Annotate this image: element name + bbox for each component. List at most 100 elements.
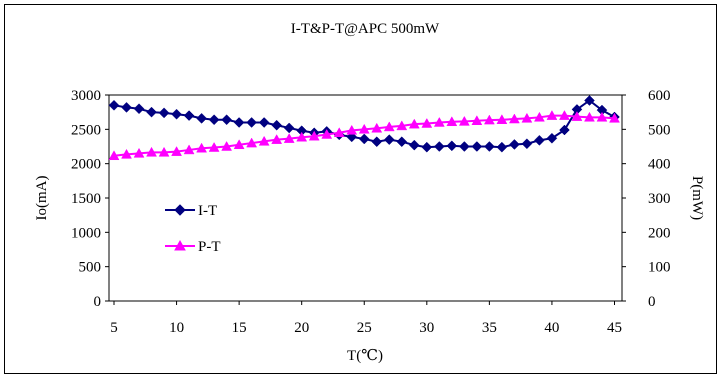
data-point-i-t	[108, 99, 120, 111]
data-point-p-t	[196, 142, 208, 153]
data-point-p-t	[496, 114, 508, 124]
data-point-i-t	[171, 108, 182, 120]
data-point-p-t	[108, 150, 120, 161]
y-tick-label-left: 3000	[71, 88, 101, 104]
data-point-p-t	[533, 111, 545, 122]
data-point-i-t	[534, 134, 545, 146]
data-point-p-t	[521, 112, 533, 123]
data-point-p-t	[421, 117, 433, 128]
y-tick-label-right: 500	[648, 122, 671, 138]
data-point-i-t	[446, 140, 458, 152]
data-point-i-t	[358, 133, 370, 145]
data-point-p-t	[596, 111, 608, 122]
axes: 5 10 15 20 25 30 35 40 4505001000150020002500300…	[71, 88, 671, 336]
data-point-p-t	[346, 124, 358, 135]
data-point-i-t	[484, 141, 495, 152]
data-point-i-t	[208, 114, 220, 126]
y-tick-label-right: 100	[648, 260, 671, 276]
x-tick-label: 20	[294, 320, 309, 336]
data-point-p-t	[283, 133, 295, 143]
data-point-i-t	[221, 114, 232, 126]
data-point-p-t	[271, 134, 283, 144]
legend-label-p-t: P-T	[198, 239, 221, 255]
legend-marker-p-t	[174, 239, 186, 251]
data-point-p-t	[258, 135, 270, 146]
x-tick-label: 35	[482, 320, 497, 336]
data-point-p-t	[308, 130, 320, 141]
data-point-p-t	[296, 131, 308, 142]
data-point-i-t	[458, 141, 470, 152]
y-tick-label-right: 0	[648, 294, 656, 310]
data-point-i-t	[233, 117, 245, 128]
legend-marker-i-t	[174, 204, 186, 216]
data-point-i-t	[433, 141, 445, 152]
data-point-i-t	[258, 117, 270, 128]
y-tick-label-left: 500	[79, 260, 102, 276]
data-point-p-t	[221, 140, 233, 151]
x-tick-label: 15	[232, 320, 247, 336]
y-tick-label-left: 1000	[71, 225, 101, 241]
data-point-p-t	[383, 121, 395, 132]
chart: I-T&P-T@APC 500mW 5 10 15 20 25 30 35 40 45 0 500 1…	[34, 21, 705, 364]
data-point-i-t	[509, 139, 520, 150]
data-point-i-t	[496, 141, 508, 153]
y-tick-label-right: 200	[648, 225, 671, 241]
data-point-p-t	[458, 115, 470, 126]
data-point-i-t	[133, 103, 145, 115]
data-point-p-t	[571, 111, 583, 121]
y-tick-label-right: 600	[648, 88, 671, 104]
data-point-p-t	[246, 137, 258, 148]
data-point-i-t	[283, 122, 295, 134]
data-point-p-t	[208, 142, 220, 152]
y-axis-label-right: P(mW)	[689, 176, 705, 220]
data-point-p-t	[233, 139, 245, 150]
data-point-i-t	[421, 141, 433, 153]
y-tick-label-right: 300	[648, 191, 671, 207]
y-tick-label-left: 0	[94, 294, 102, 310]
x-tick-label: 5	[110, 320, 118, 336]
data-point-p-t	[471, 115, 483, 125]
legend: I-T P-T	[165, 203, 221, 255]
data-point-p-t	[333, 127, 345, 138]
data-point-p-t	[433, 116, 445, 127]
x-tick-label: 45	[607, 320, 622, 336]
data-point-p-t	[559, 110, 570, 120]
series-layer	[108, 95, 620, 161]
data-point-p-t	[483, 114, 495, 125]
data-point-i-t	[396, 136, 408, 148]
data-point-p-t	[508, 113, 520, 124]
chart-frame: I-T&P-T@APC 500mW 5 10 15 20 25 30 35 40 45 0 500 1…	[4, 4, 717, 374]
data-point-i-t	[183, 110, 195, 121]
data-point-i-t	[121, 102, 132, 113]
x-tick-label: 10	[169, 320, 184, 336]
data-point-i-t	[146, 106, 157, 118]
data-point-i-t	[196, 112, 207, 124]
data-point-i-t	[559, 124, 570, 136]
data-point-p-t	[584, 111, 595, 122]
data-point-p-t	[446, 116, 458, 127]
x-tick-label: 25	[357, 320, 372, 336]
data-point-p-t	[609, 112, 620, 123]
data-point-p-t	[371, 122, 383, 133]
data-point-i-t	[246, 117, 257, 128]
chart-title: I-T&P-T@APC 500mW	[291, 21, 440, 37]
data-point-p-t	[321, 128, 333, 139]
y-tick-label-left: 2500	[71, 122, 101, 138]
x-tick-label: 30	[419, 320, 434, 336]
data-point-p-t	[171, 146, 182, 156]
data-point-p-t	[396, 120, 408, 131]
data-point-i-t	[158, 107, 170, 119]
data-point-p-t	[183, 144, 195, 155]
data-point-p-t	[546, 110, 558, 120]
data-point-i-t	[371, 136, 383, 148]
data-point-p-t	[146, 146, 157, 157]
data-point-i-t	[271, 119, 283, 131]
plot-area	[108, 94, 623, 302]
data-point-i-t	[383, 134, 395, 145]
data-point-i-t	[546, 132, 558, 144]
data-point-i-t	[584, 95, 595, 106]
data-point-p-t	[158, 146, 170, 157]
data-point-i-t	[471, 141, 483, 152]
y-tick-label-right: 400	[648, 157, 671, 173]
y-tick-label-left: 2000	[71, 157, 101, 173]
